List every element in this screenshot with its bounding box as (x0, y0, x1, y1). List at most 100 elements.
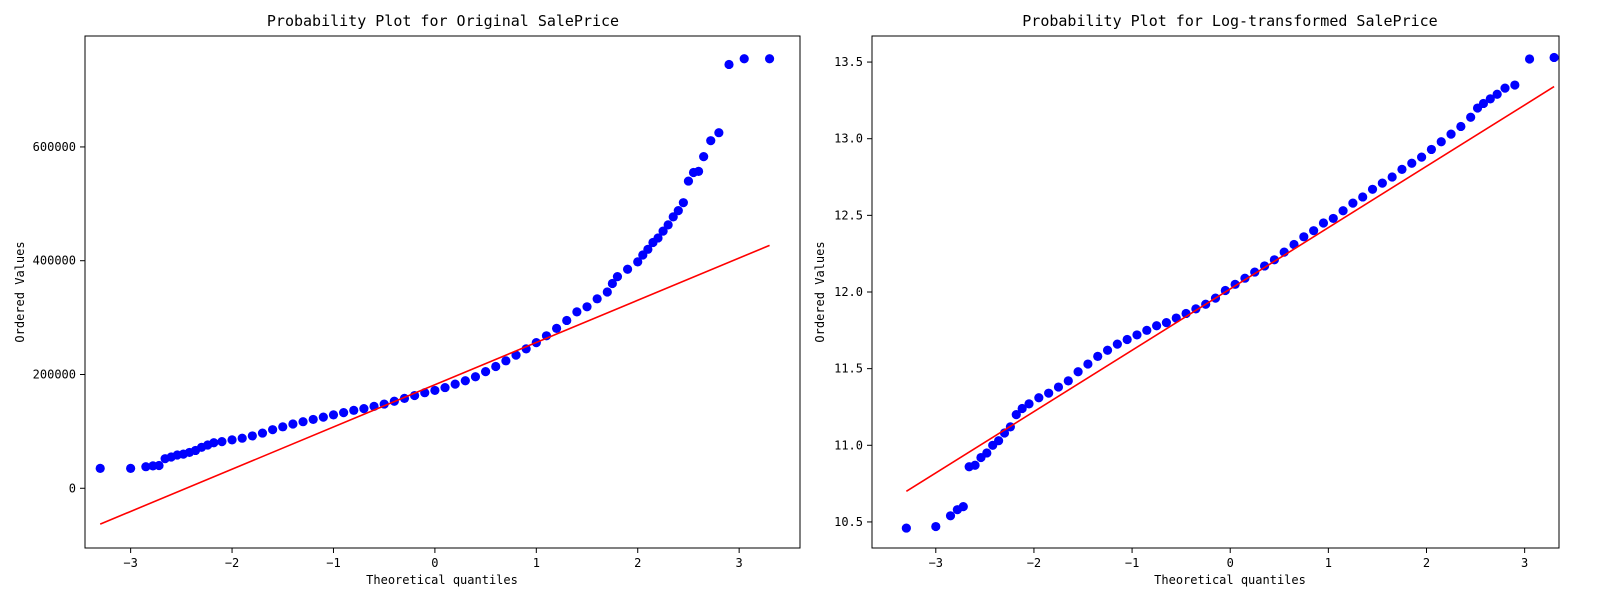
data-point (1456, 121, 1466, 132)
data-point (1142, 325, 1152, 335)
y-axis-ticks: 0 200000 400000 600000 (33, 140, 85, 495)
data-point (970, 460, 980, 470)
data-point (268, 425, 278, 435)
data-point (318, 412, 328, 422)
data-point (1011, 410, 1021, 420)
x-tick-label: 0 (431, 556, 438, 570)
x-tick-label: −1 (1125, 556, 1139, 570)
data-point (470, 372, 481, 382)
data-point (1044, 388, 1054, 398)
chart-title: Probability Plot for Log-transformed Sal… (1022, 12, 1437, 30)
data-point (678, 198, 688, 208)
data-point (683, 176, 694, 186)
data-point (349, 405, 359, 415)
x-tick-label: −3 (123, 556, 137, 570)
data-point (1510, 80, 1520, 90)
data-point (308, 414, 318, 425)
data-point (450, 379, 460, 389)
x-axis-label: Theoretical quantiles (366, 573, 518, 587)
x-tick-label: −2 (225, 556, 239, 570)
data-point (126, 463, 136, 473)
y-tick-label: 200000 (33, 367, 76, 381)
data-point (1161, 318, 1172, 328)
data-point (693, 166, 704, 176)
data-point (1073, 367, 1083, 377)
y-axis-label: Ordered Values (813, 241, 827, 342)
data-point (1318, 218, 1329, 228)
data-point (1017, 403, 1027, 414)
data-point (1063, 376, 1073, 386)
data-point (1407, 158, 1417, 168)
y-tick-label: 11.0 (834, 438, 863, 452)
data-point (994, 436, 1004, 446)
data-point (602, 287, 612, 297)
data-point (607, 278, 617, 289)
x-tick-label: 0 (1227, 556, 1234, 570)
data-point (154, 460, 164, 471)
data-point (724, 59, 734, 70)
data-point (1485, 94, 1495, 104)
x-tick-label: 3 (1521, 556, 1528, 570)
y-axis-ticks: 10.5 11.0 11.5 12.0 12.5 13.0 13.5 (834, 55, 872, 529)
data-point (440, 382, 450, 393)
plot-frame (84, 35, 801, 549)
data-point (141, 462, 151, 472)
data-point (706, 136, 716, 146)
x-tick-label: 2 (634, 556, 641, 570)
data-point (501, 356, 511, 366)
fit-line (99, 244, 770, 525)
data-point (359, 404, 369, 414)
data-point (1367, 184, 1378, 194)
data-point (460, 376, 470, 386)
data-point (901, 523, 911, 533)
chart-title: Probability Plot for Original SalePrice (267, 12, 619, 30)
y-axis-label: Ordered Values (13, 241, 27, 342)
data-point (551, 323, 562, 334)
data-point (633, 257, 643, 267)
data-point (209, 438, 219, 448)
data-point (298, 417, 308, 427)
y-tick-label: 600000 (33, 140, 76, 154)
data-point (572, 307, 582, 317)
data-point (1436, 137, 1446, 147)
x-tick-label: −1 (326, 556, 340, 570)
data-point (663, 220, 673, 230)
fit-line (905, 85, 1555, 492)
data-point (562, 315, 572, 326)
data-point (1083, 359, 1093, 369)
data-point (1446, 129, 1456, 139)
data-point (622, 264, 633, 274)
data-point (278, 422, 288, 432)
y-tick-label: 12.5 (834, 208, 863, 222)
data-point (1348, 198, 1358, 208)
data-point (1426, 144, 1437, 155)
x-tick-label: 2 (1423, 556, 1430, 570)
data-point (328, 410, 339, 420)
y-tick-label: 0 (69, 481, 76, 495)
data-point (1478, 98, 1489, 109)
chart-log-saleprice: Probability Plot for Log-transformed Sal… (813, 12, 1560, 587)
data-point (1549, 52, 1559, 63)
x-tick-label: −2 (1027, 556, 1041, 570)
data-point (1328, 213, 1338, 224)
data-point (247, 431, 257, 441)
data-point (1466, 112, 1476, 122)
data-point (1299, 232, 1309, 242)
x-axis-ticks: −3 −2 −1 0 1 2 3 (929, 548, 1528, 570)
chart-original-saleprice: Probability Plot for Original SalePrice … (13, 12, 801, 587)
y-tick-label: 400000 (33, 254, 76, 268)
data-point (699, 152, 709, 162)
data-point (945, 511, 956, 521)
data-point (217, 437, 227, 447)
data-point (1152, 321, 1162, 331)
data-point (1132, 330, 1142, 340)
data-point (653, 233, 663, 243)
data-point (1122, 334, 1132, 345)
data-points (901, 52, 1559, 533)
data-point (430, 385, 440, 396)
data-point (1377, 178, 1387, 188)
data-point (511, 350, 521, 360)
x-tick-label: 3 (736, 556, 743, 570)
y-tick-label: 13.5 (834, 55, 863, 69)
